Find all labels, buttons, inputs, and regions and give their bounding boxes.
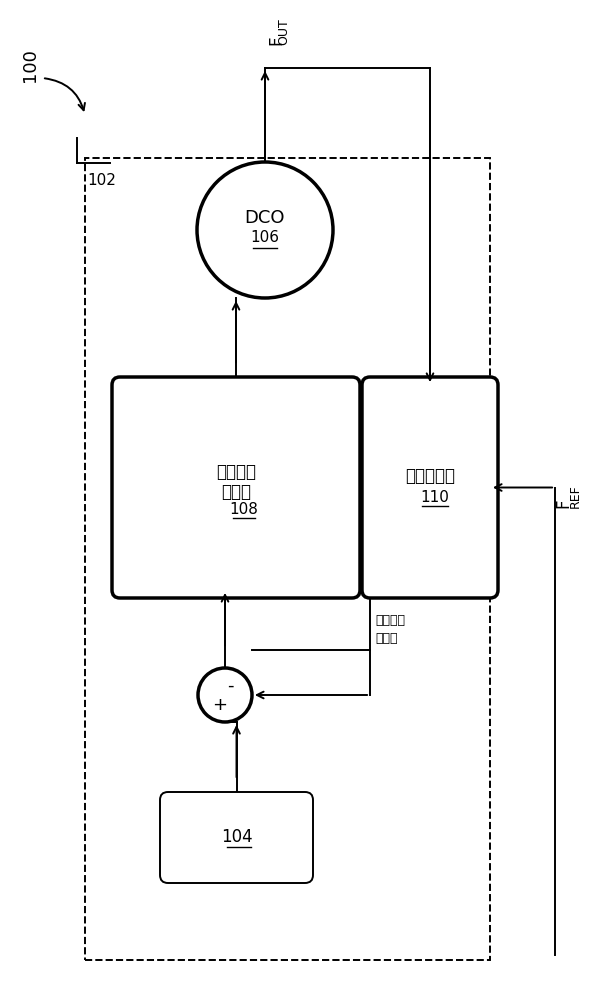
Text: 110: 110 <box>421 490 450 505</box>
Text: 100: 100 <box>21 48 39 82</box>
Text: F: F <box>554 498 572 508</box>
Text: 数字环路: 数字环路 <box>216 462 256 481</box>
Text: 102: 102 <box>87 173 116 188</box>
FancyBboxPatch shape <box>160 792 313 883</box>
Text: 频率计数器: 频率计数器 <box>405 466 455 485</box>
Bar <box>85 158 490 960</box>
Circle shape <box>197 162 333 298</box>
Text: REF: REF <box>569 484 582 508</box>
Text: 108: 108 <box>230 502 258 517</box>
Text: DCO: DCO <box>245 209 285 227</box>
Text: 频率偶: 频率偶 <box>375 632 397 645</box>
Text: 104: 104 <box>221 828 252 846</box>
Text: 随机位移: 随机位移 <box>375 613 405 626</box>
Text: -: - <box>227 677 233 695</box>
Text: 滤波器: 滤波器 <box>221 483 251 500</box>
FancyBboxPatch shape <box>112 377 360 598</box>
Text: 106: 106 <box>251 231 279 245</box>
Text: +: + <box>213 696 228 714</box>
Text: OUT: OUT <box>277 18 290 45</box>
Circle shape <box>198 668 252 722</box>
FancyBboxPatch shape <box>362 377 498 598</box>
Text: F: F <box>267 35 285 45</box>
